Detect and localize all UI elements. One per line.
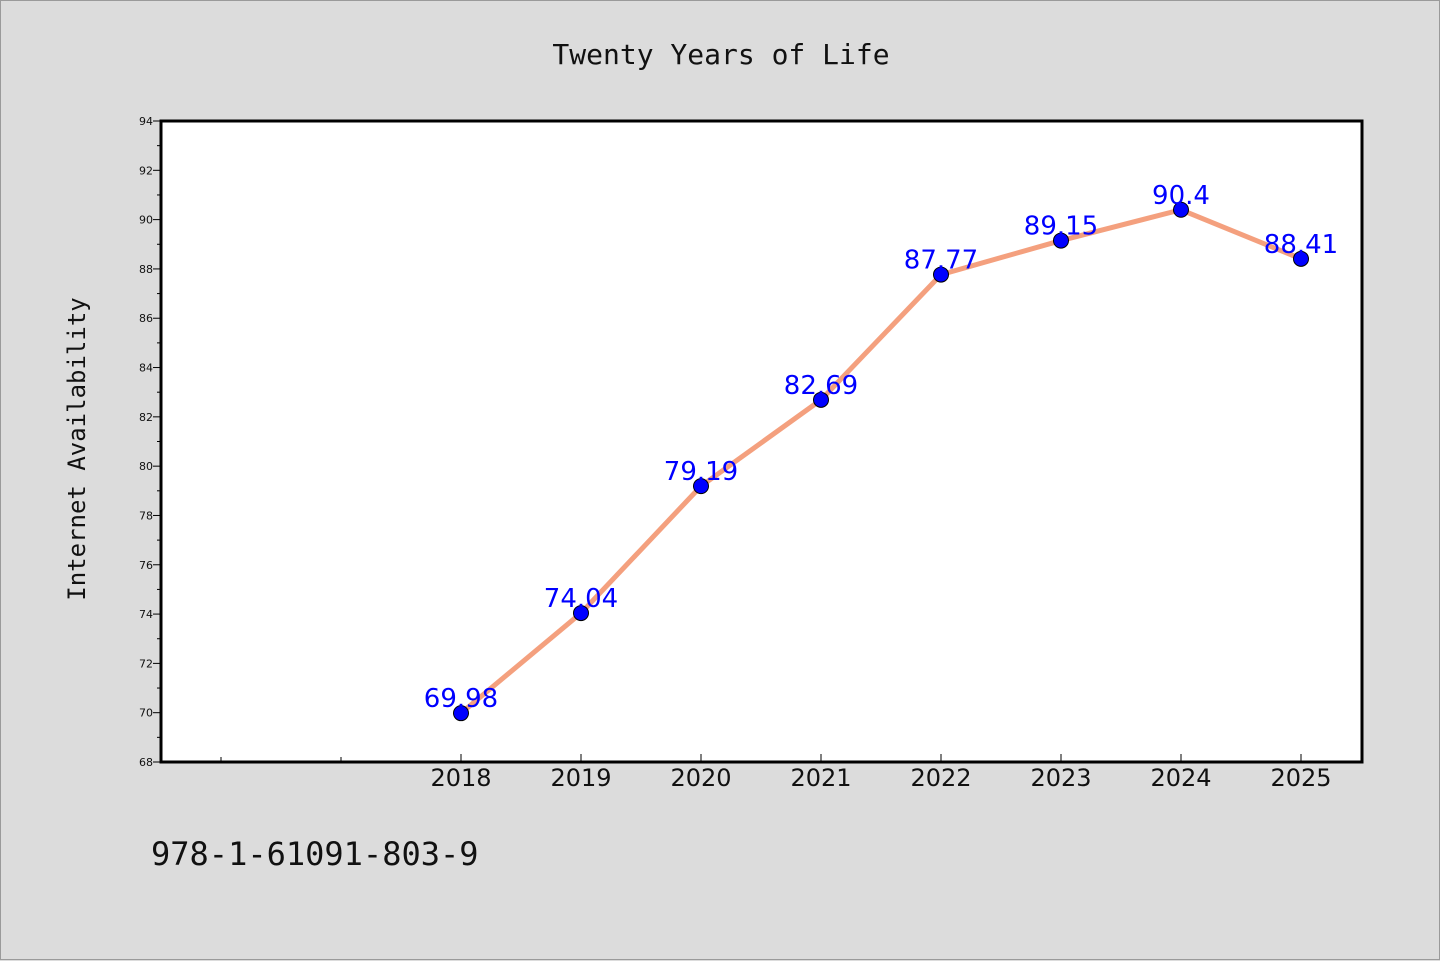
y-tick-label: 68: [139, 756, 153, 769]
data-label-group: 69.98 74.04 79.19 82.69 87.77 89.15 90.4 88.41: [424, 181, 1338, 714]
y-tick-label: 78: [139, 509, 153, 522]
chart-title: Twenty Years of Life: [552, 38, 889, 71]
data-point-marker: [453, 705, 469, 722]
y-tick-label: 82: [139, 411, 153, 424]
y-axis-label: Internet Availability: [63, 297, 91, 600]
plot-border: [159, 119, 1364, 764]
data-label: 90.4: [1152, 181, 1210, 211]
x-tick-label: 2022: [910, 764, 971, 792]
data-label: 82.69: [784, 371, 858, 401]
x-tick-label: 2019: [550, 764, 611, 792]
data-label: 87.77: [904, 246, 978, 276]
series-line-group: [453, 201, 1309, 722]
x-tick-label: 2018: [430, 764, 491, 792]
y-tick-label: 70: [139, 707, 153, 720]
data-label: 74.04: [544, 584, 618, 614]
data-label: 69.98: [424, 684, 498, 714]
series-line: [458, 207, 1304, 716]
y-tick-label: 76: [139, 559, 153, 572]
x-tick-label: 2025: [1270, 764, 1331, 792]
y-tick-label: 86: [139, 312, 153, 325]
y-tick-label: 94: [139, 115, 153, 128]
x-tick-label: 2020: [670, 764, 731, 792]
data-point-marker: [573, 605, 589, 622]
data-point-marker: [1293, 250, 1309, 267]
x-tick-label: 2021: [790, 764, 851, 792]
y-tick-label: 84: [139, 362, 153, 375]
x-axis-ticks: 2018 2019 2020 2021 2022 2023 2024 2025: [220, 754, 1332, 792]
x-tick-label: 2023: [1030, 764, 1091, 792]
y-tick-label: 74: [139, 608, 153, 621]
y-tick-label: 72: [139, 657, 153, 670]
data-label: 89.15: [1024, 212, 1098, 242]
x-tick-label: 2024: [1150, 764, 1211, 792]
y-axis-ticks: 68 70 72 74 76 78 80 82 84 86 88 90 92 94: [139, 115, 161, 769]
data-label: 88.41: [1264, 230, 1338, 260]
data-label: 79.19: [664, 457, 738, 487]
isbn-text: 978-1-61091-803-9: [151, 835, 479, 873]
data-point-marker: [693, 478, 709, 495]
data-point-marker: [813, 391, 829, 408]
data-point-marker: [933, 266, 949, 283]
y-tick-label: 80: [139, 460, 153, 473]
data-point-marker: [1053, 232, 1069, 249]
data-point-marker: [1173, 201, 1189, 218]
y-tick-label: 88: [139, 263, 153, 276]
y-tick-label: 92: [139, 164, 153, 177]
y-tick-label: 90: [139, 214, 153, 227]
